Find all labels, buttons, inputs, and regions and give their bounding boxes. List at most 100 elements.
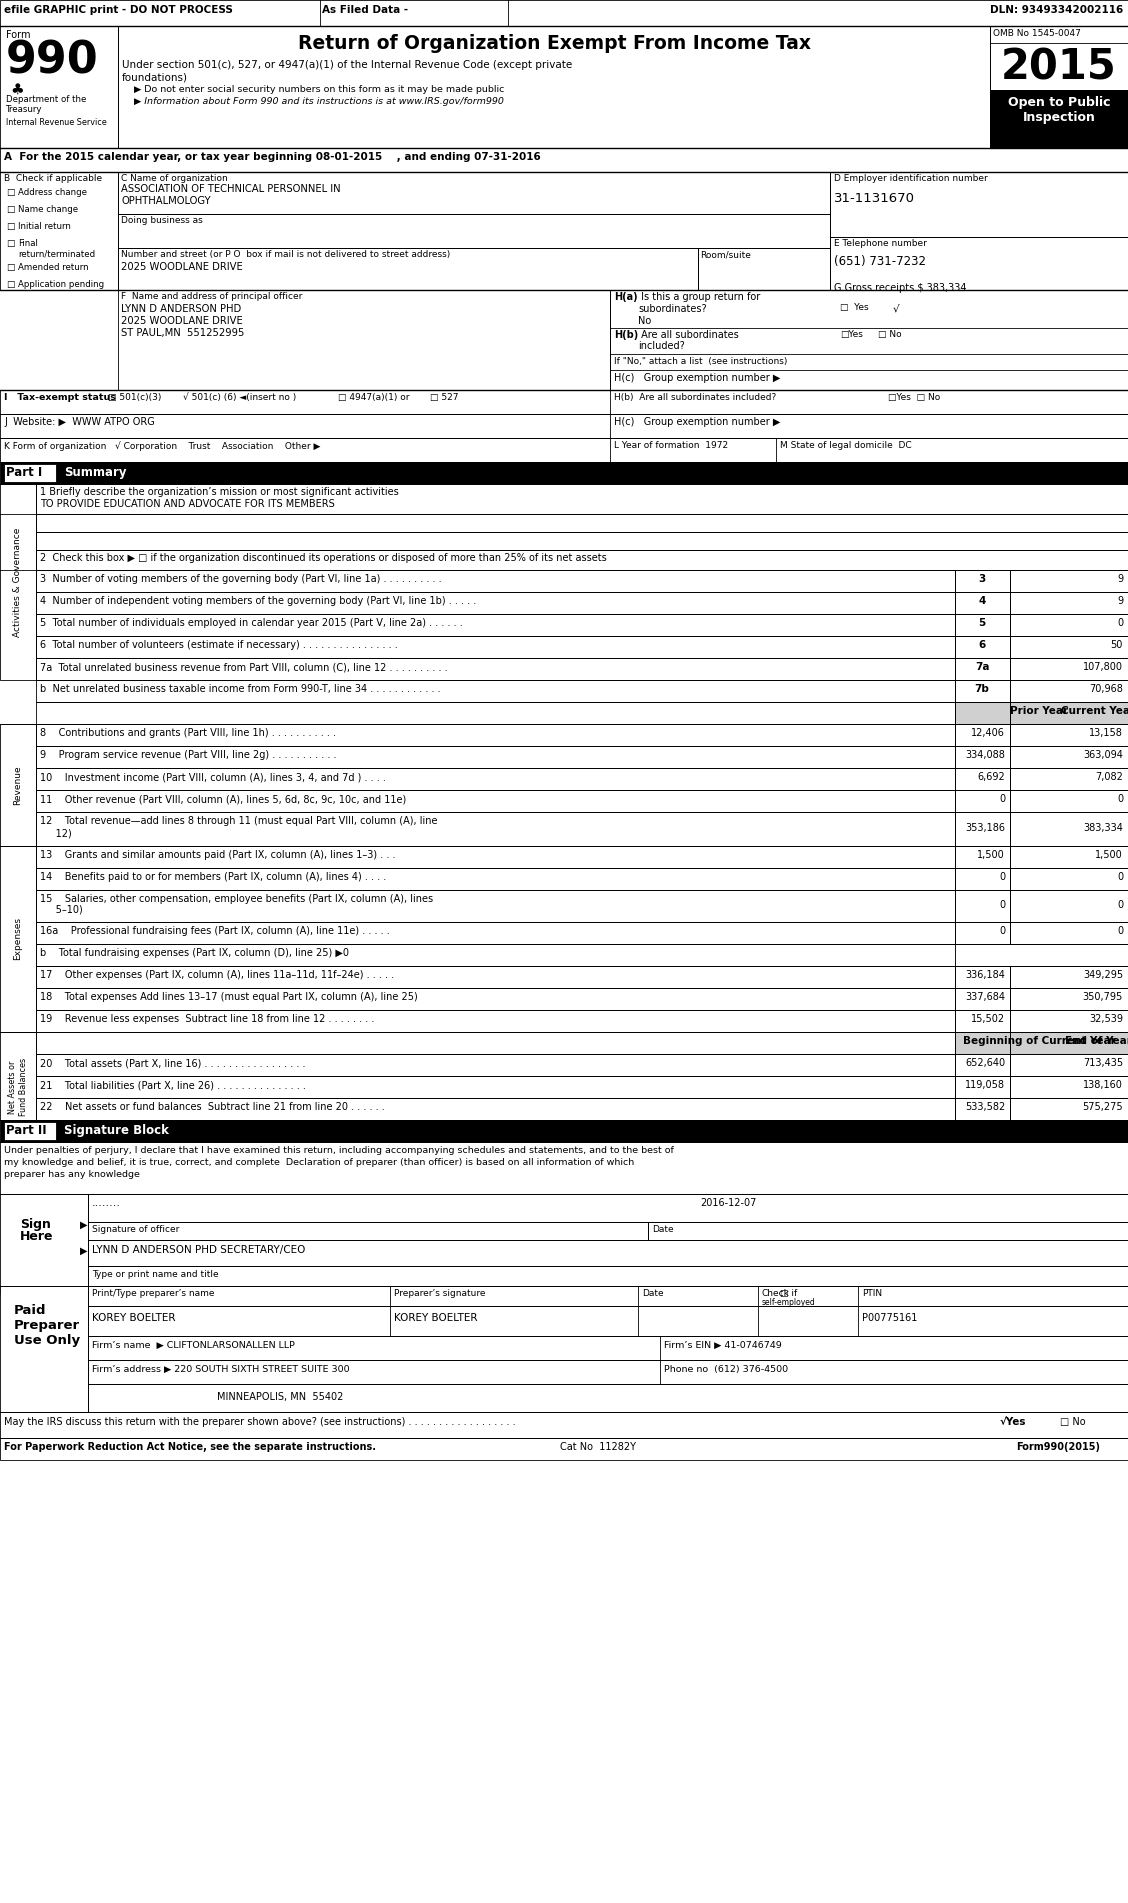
Text: 2  Check this box ▶ □ if the organization discontinued its operations or dispose: 2 Check this box ▶ □ if the organization… xyxy=(39,554,607,563)
Bar xyxy=(36,533,1128,550)
Text: F  Name and address of principal officer: F Name and address of principal officer xyxy=(121,291,302,301)
Text: I   Tax-exempt status: I Tax-exempt status xyxy=(5,394,116,402)
Text: 2025 WOODLANE DRIVE: 2025 WOODLANE DRIVE xyxy=(121,263,243,272)
Text: 21    Total liabilities (Part X, line 26) . . . . . . . . . . . . . . .: 21 Total liabilities (Part X, line 26) .… xyxy=(39,1081,306,1090)
Text: If "No," attach a list  (see instructions): If "No," attach a list (see instructions… xyxy=(614,358,787,365)
Bar xyxy=(36,847,955,868)
Text: □ 527: □ 527 xyxy=(430,394,458,402)
Bar xyxy=(955,702,1010,723)
Text: b    Total fundraising expenses (Part IX, column (D), line 25) ▶0: b Total fundraising expenses (Part IX, c… xyxy=(39,948,349,957)
Text: 7a  Total unrelated business revenue from Part VIII, column (C), line 12 . . . .: 7a Total unrelated business revenue from… xyxy=(39,662,448,672)
Text: H(a): H(a) xyxy=(614,291,637,303)
Bar xyxy=(955,813,1010,847)
Bar xyxy=(88,1383,1128,1412)
Text: ♣: ♣ xyxy=(10,82,24,97)
Text: Type or print name and title: Type or print name and title xyxy=(92,1269,219,1279)
Text: foundations): foundations) xyxy=(122,72,188,82)
Text: □: □ xyxy=(6,263,15,272)
Text: Firm’s EIN ▶ 41-0746749: Firm’s EIN ▶ 41-0746749 xyxy=(664,1342,782,1349)
Text: Firm’s address ▶ 220 SOUTH SIXTH STREET SUITE 300: Firm’s address ▶ 220 SOUTH SIXTH STREET … xyxy=(92,1364,350,1374)
Text: LYNN D ANDERSON PHD: LYNN D ANDERSON PHD xyxy=(121,304,241,314)
Text: Firm’s name  ▶ CLIFTONLARSONALLEN LLP: Firm’s name ▶ CLIFTONLARSONALLEN LLP xyxy=(92,1342,294,1349)
Text: Are all subordinates: Are all subordinates xyxy=(638,329,739,341)
Text: Under penalties of perjury, I declare that I have examined this return, includin: Under penalties of perjury, I declare th… xyxy=(5,1146,673,1155)
Text: 12    Total revenue—add lines 8 through 11 (must equal Part VIII, column (A), li: 12 Total revenue—add lines 8 through 11 … xyxy=(39,816,438,826)
Text: Amended return: Amended return xyxy=(18,263,89,272)
Bar xyxy=(955,1031,1010,1054)
Text: 0: 0 xyxy=(1117,927,1123,936)
Bar xyxy=(955,1054,1010,1075)
Bar xyxy=(1010,1054,1128,1075)
Text: 8    Contributions and grants (Part VIII, line 1h) . . . . . . . . . . .: 8 Contributions and grants (Part VIII, l… xyxy=(39,729,336,738)
Text: 32,539: 32,539 xyxy=(1089,1014,1123,1024)
Text: As Filed Data -: As Filed Data - xyxy=(321,6,408,15)
Bar xyxy=(955,988,1010,1010)
Text: 12,406: 12,406 xyxy=(971,729,1005,738)
Bar xyxy=(955,592,1010,615)
Bar xyxy=(36,746,955,769)
Text: (651) 731-7232: (651) 731-7232 xyxy=(834,255,926,268)
Bar xyxy=(0,171,118,289)
Bar xyxy=(0,1286,88,1412)
Text: 5  Total number of individuals employed in calendar year 2015 (Part V, line 2a) : 5 Total number of individuals employed i… xyxy=(39,618,462,628)
Text: 990: 990 xyxy=(6,40,99,84)
Bar xyxy=(0,847,36,1031)
Bar xyxy=(36,679,955,702)
Text: H(c)   Group exemption number ▶: H(c) Group exemption number ▶ xyxy=(614,417,781,426)
Text: Sign: Sign xyxy=(20,1218,51,1231)
Bar xyxy=(36,1031,955,1054)
Text: 533,582: 533,582 xyxy=(964,1102,1005,1111)
Text: □: □ xyxy=(6,223,15,230)
Text: 2025 WOODLANE DRIVE: 2025 WOODLANE DRIVE xyxy=(121,316,243,325)
Text: E Telephone number: E Telephone number xyxy=(834,240,927,247)
Text: √Yes: √Yes xyxy=(1001,1418,1026,1427)
Bar xyxy=(36,988,955,1010)
Bar xyxy=(1010,1031,1128,1054)
Text: 0: 0 xyxy=(999,927,1005,936)
Bar xyxy=(36,514,1128,533)
Text: □ 4947(a)(1) or: □ 4947(a)(1) or xyxy=(338,394,409,402)
Bar xyxy=(36,790,955,813)
Text: 70,968: 70,968 xyxy=(1090,683,1123,695)
Text: Check: Check xyxy=(763,1288,790,1298)
Text: 0: 0 xyxy=(1117,900,1123,910)
Text: Application pending: Application pending xyxy=(18,280,104,289)
Text: OMB No 1545-0047: OMB No 1545-0047 xyxy=(993,29,1081,38)
Text: Current Year: Current Year xyxy=(1061,706,1128,716)
Text: 9    Program service revenue (Part VIII, line 2g) . . . . . . . . . . .: 9 Program service revenue (Part VIII, li… xyxy=(39,750,336,759)
Text: self-employed: self-employed xyxy=(763,1298,816,1307)
Text: ST PAUL,MN  551252995: ST PAUL,MN 551252995 xyxy=(121,327,245,339)
Text: Prior Year: Prior Year xyxy=(1011,706,1068,716)
Text: H(b)  Are all subordinates included?: H(b) Are all subordinates included? xyxy=(614,394,776,402)
Bar xyxy=(0,1031,36,1121)
Text: 334,088: 334,088 xyxy=(966,750,1005,759)
Bar xyxy=(0,1142,1128,1193)
Text: Form990(2015): Form990(2015) xyxy=(1016,1442,1100,1452)
Text: 1,500: 1,500 xyxy=(977,851,1005,860)
Text: 50: 50 xyxy=(1111,639,1123,651)
Text: 31-1131670: 31-1131670 xyxy=(834,192,915,206)
Text: □Yes: □Yes xyxy=(840,329,863,339)
Text: Summary: Summary xyxy=(64,466,126,480)
Text: 5–10): 5–10) xyxy=(39,906,82,915)
Text: □ No: □ No xyxy=(878,329,901,339)
Bar xyxy=(36,868,955,891)
Text: C Name of organization: C Name of organization xyxy=(121,173,228,183)
Text: Preparer’s signature: Preparer’s signature xyxy=(394,1288,485,1298)
Text: H(b): H(b) xyxy=(614,329,638,341)
Text: Beginning of Current Year: Beginning of Current Year xyxy=(963,1035,1116,1047)
Text: 13    Grants and similar amounts paid (Part IX, column (A), lines 1–3) . . .: 13 Grants and similar amounts paid (Part… xyxy=(39,851,396,860)
Bar xyxy=(955,868,1010,891)
Bar xyxy=(0,390,1128,415)
Bar xyxy=(955,944,1128,967)
Text: 119,058: 119,058 xyxy=(964,1081,1005,1090)
Text: 18    Total expenses Add lines 13–17 (must equal Part IX, column (A), line 25): 18 Total expenses Add lines 13–17 (must … xyxy=(39,991,417,1003)
Bar xyxy=(88,1241,1128,1265)
Bar xyxy=(36,636,955,658)
Text: □Yes  □ No: □Yes □ No xyxy=(888,394,941,402)
Text: Number and street (or P O  box if mail is not delivered to street address): Number and street (or P O box if mail is… xyxy=(121,249,450,259)
Text: ........: ........ xyxy=(92,1199,121,1208)
Text: 383,334: 383,334 xyxy=(1083,822,1123,834)
Text: 6,692: 6,692 xyxy=(977,773,1005,782)
Bar xyxy=(0,1439,1128,1460)
